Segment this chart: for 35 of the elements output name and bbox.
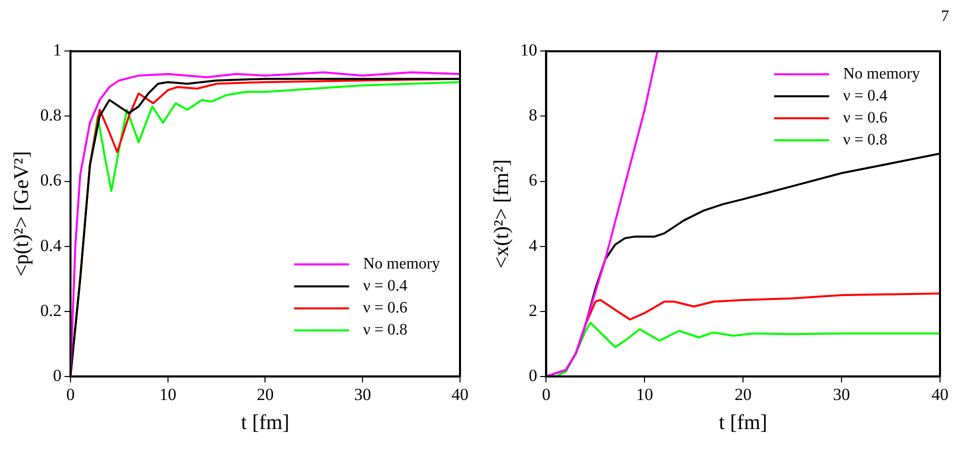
legend-label: ν = 0.8: [843, 131, 888, 148]
text: 7: [941, 8, 949, 27]
x-tick-label: 40: [452, 385, 468, 404]
x-tick-label: 20: [256, 385, 274, 404]
legend-label: No memory: [363, 256, 440, 273]
y-tick-label: 0: [528, 366, 538, 385]
y-tick-label: 6: [528, 170, 538, 190]
y-axis-title: <x(t)²> [fm²]: [489, 159, 514, 268]
y-tick-label: 8: [528, 106, 538, 125]
legend-label: No memory: [843, 65, 920, 82]
legend-label: ν = 0.6: [363, 300, 408, 317]
legend-label: ν = 0.6: [843, 109, 888, 126]
x-tick-label: 20: [734, 385, 752, 404]
y-tick-label: 2: [528, 300, 538, 320]
y-tick-label: 1: [52, 40, 62, 60]
legend-label: ν = 0.8: [363, 322, 408, 339]
y-tick-label: 0: [52, 366, 62, 385]
x-tick-label: 30: [833, 385, 850, 404]
y-axis-title: <p(t)²> [GeV²]: [9, 151, 34, 277]
x-tick-label: 40: [932, 385, 948, 404]
x-tick-label: 0: [66, 385, 75, 404]
x-tick-label: 30: [354, 385, 372, 404]
y-tick-label: 0.6: [40, 170, 62, 190]
legend-label: ν = 0.4: [363, 278, 408, 295]
x-axis-title: t [fm]: [718, 410, 768, 434]
x-tick-label: 10: [159, 385, 176, 404]
y-tick-label: 10: [520, 40, 538, 60]
legend-label: ν = 0.4: [843, 87, 888, 104]
y-tick-label: 0.2: [40, 300, 62, 320]
y-tick-label: 0.4: [40, 236, 62, 255]
x-tick-label: 10: [636, 385, 654, 404]
y-tick-label: 4: [528, 236, 538, 255]
x-axis-title: t [fm]: [241, 410, 290, 434]
x-tick-label: 0: [542, 385, 550, 404]
y-tick-label: 0.8: [40, 106, 62, 125]
